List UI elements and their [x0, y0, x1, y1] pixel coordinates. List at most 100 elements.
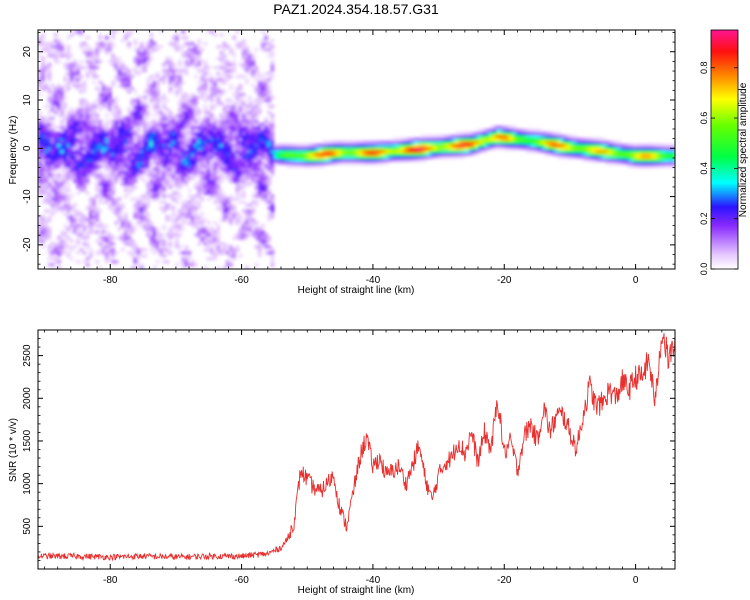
spectrogram-cell [579, 143, 584, 148]
spectrogram-cell [136, 140, 141, 145]
spectrogram-cell [222, 71, 227, 76]
spectrogram-cell [270, 68, 275, 73]
spectrogram-cell [254, 122, 259, 127]
spectrogram-cell [159, 140, 163, 145]
spectrogram-cell [73, 215, 77, 219]
spectrogram-cell [203, 143, 208, 148]
spectrogram-cell [404, 140, 409, 145]
spectrogram-cell [190, 98, 195, 103]
spectrogram-cell [171, 62, 176, 67]
spectrogram-cell [50, 101, 55, 106]
spectrogram-cell [104, 158, 109, 163]
spectrogram-cell [248, 71, 252, 76]
spectrogram-cell [378, 152, 383, 157]
spectrogram-cell [318, 158, 323, 163]
spectrogram-cell [245, 140, 249, 145]
spectrogram-cell [254, 131, 259, 136]
spectrogram-cell [114, 95, 119, 100]
spectrogram-cell [47, 233, 52, 237]
spectrogram-cell [203, 92, 208, 97]
spectrogram-cell [216, 125, 221, 130]
spectrogram-cell [57, 92, 61, 97]
spectrogram-cell [235, 134, 240, 139]
spectrogram-cell [114, 56, 119, 61]
spectrogram-cell [378, 146, 383, 151]
spectrogram-cell [171, 194, 176, 198]
spectrogram-cell [171, 197, 176, 201]
spectrogram-cell [560, 146, 565, 151]
spectrogram-cell [111, 98, 116, 103]
spectrogram-cell [133, 125, 138, 130]
spectrogram-cell [222, 119, 227, 124]
spectrogram-cell [44, 230, 49, 234]
spectrogram-cell [318, 146, 323, 151]
spectrogram-cell [92, 71, 96, 76]
spectrogram-cell [117, 71, 122, 76]
spectrogram-cell [98, 89, 103, 94]
spectrogram-cell [127, 122, 131, 127]
snr-x-tick-label: -40 [366, 575, 381, 586]
spectrogram-cell [420, 158, 424, 163]
spectrogram-cell [525, 134, 530, 139]
spectrogram-cell [245, 179, 249, 183]
spectrogram-cell [257, 128, 262, 133]
spectrogram-cell [643, 158, 647, 163]
spectrogram-cell [104, 197, 109, 201]
spectrogram-cell [53, 242, 58, 246]
spectrogram-cell [531, 137, 536, 142]
spectrogram-cell [178, 98, 182, 103]
spectrogram-cell [474, 146, 479, 151]
spectrogram-cell [442, 140, 447, 145]
spectrogram-cell [155, 134, 160, 139]
spectrogram-cell [311, 164, 316, 169]
spectrogram-cell [206, 65, 211, 70]
spectrogram-cell [197, 236, 202, 240]
spectrogram-cell [404, 155, 409, 160]
spectrogram-cell [222, 104, 227, 109]
spectrogram-cell [57, 242, 61, 246]
spectrogram-cell [152, 185, 157, 189]
spectrogram-cell [260, 125, 265, 130]
spectrogram-cell [165, 140, 170, 145]
spectrogram-cell [241, 62, 246, 67]
spectrogram-cell [66, 80, 71, 85]
spectrogram-cell [171, 173, 176, 177]
spectrogram-cell [254, 203, 259, 207]
spectrogram-cell [216, 122, 221, 127]
spectrogram-cell [257, 179, 262, 183]
spectrogram-cell [442, 134, 447, 139]
spectrogram-cell [213, 128, 217, 133]
spectrogram-cell [267, 218, 272, 222]
spectrogram-cell [496, 128, 501, 133]
spectrogram-cell [311, 149, 316, 154]
spectrogram-cell [111, 206, 116, 210]
spectrogram-cell [111, 191, 116, 195]
spectrogram-cell [267, 47, 272, 52]
spectrogram-cell [136, 155, 141, 160]
spectrogram-cell [73, 224, 77, 228]
spectrogram-cell [280, 155, 284, 160]
colorbar-tick-label: 0.6 [699, 112, 709, 125]
spectrogram-cell [149, 164, 154, 169]
spectrogram-cell [378, 149, 383, 154]
spectrogram-cell [563, 155, 568, 160]
spectrogram-cell [155, 227, 160, 231]
spectrogram-cell [124, 149, 128, 154]
spectrogram-cell [155, 137, 160, 142]
spectrogram-cell [209, 86, 214, 91]
spectrogram-cell [432, 146, 437, 151]
spectrogram-cell [289, 146, 294, 151]
spectrogram-cell [334, 158, 338, 163]
spectrogram-cell [203, 176, 208, 180]
spectrogram-cell [209, 107, 214, 112]
spectrogram-cell [73, 59, 77, 64]
spectrogram-cell [85, 152, 90, 157]
spectrogram-cell [222, 215, 227, 219]
spectrogram-cell [41, 122, 45, 127]
spectrogram-cell [668, 164, 673, 169]
spectrogram-cell [222, 107, 227, 112]
spectrogram-cell [464, 134, 469, 139]
spectrogram-cell [111, 44, 116, 49]
spectrogram-cell [76, 125, 81, 130]
spectrogram-cell [257, 89, 262, 94]
